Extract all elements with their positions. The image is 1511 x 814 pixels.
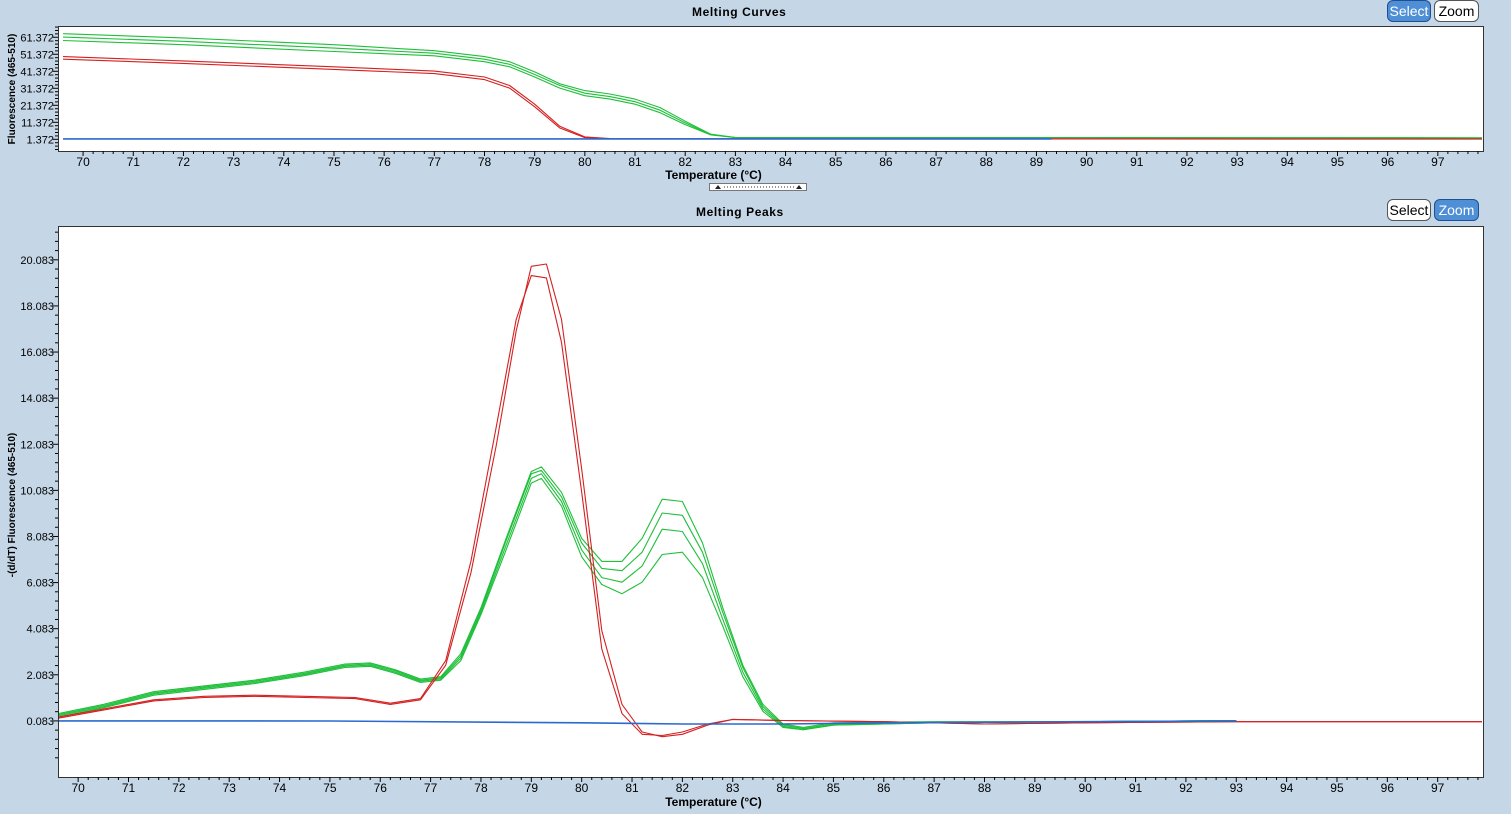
peaks-x-tick-label: 70 bbox=[71, 781, 85, 795]
peaks-x-tick-label: 90 bbox=[1079, 781, 1093, 795]
curves-x-tick-label: 79 bbox=[528, 155, 542, 169]
curves-x-tick-label: 86 bbox=[879, 155, 893, 169]
peaks-x-tick-label: 87 bbox=[927, 781, 941, 795]
peaks-x-tick-label: 77 bbox=[424, 781, 438, 795]
peaks-title: Melting Peaks bbox=[696, 205, 784, 219]
curves-x-tick-label: 77 bbox=[428, 155, 442, 169]
curves-x-axis-label: Temperature (°C) bbox=[665, 168, 762, 182]
curves-x-tick-label: 84 bbox=[779, 155, 793, 169]
curves-x-tick-label: 72 bbox=[177, 155, 191, 169]
peaks-x-tick-label: 94 bbox=[1280, 781, 1294, 795]
peaks-y-tick-label: 10.083 bbox=[20, 485, 54, 497]
curves-title: Melting Curves bbox=[692, 5, 787, 19]
peaks-x-tick-label: 83 bbox=[726, 781, 740, 795]
curves-x-tick-label: 70 bbox=[76, 155, 90, 169]
curves-x-tick-label: 91 bbox=[1130, 155, 1144, 169]
curves-x-tick-label: 90 bbox=[1080, 155, 1094, 169]
curves-x-tick-label: 88 bbox=[980, 155, 994, 169]
curves-y-tick-label: 31.372 bbox=[20, 83, 54, 95]
peaks-x-tick-label: 96 bbox=[1381, 781, 1395, 795]
curves-x-tick-label: 92 bbox=[1180, 155, 1194, 169]
curves-y-tick-label: 11.372 bbox=[21, 117, 54, 129]
peaks-x-tick-label: 92 bbox=[1179, 781, 1193, 795]
peaks-x-tick-label: 74 bbox=[273, 781, 287, 795]
curves-x-tick-label: 93 bbox=[1230, 155, 1244, 169]
peaks-x-tick-label: 95 bbox=[1330, 781, 1344, 795]
peaks-x-tick-label: 84 bbox=[776, 781, 790, 795]
peaks-series-line-green bbox=[59, 477, 1237, 731]
curves-select-button[interactable]: Select bbox=[1387, 0, 1431, 22]
splitter-up-left-icon bbox=[715, 185, 721, 189]
peaks-x-axis-label: Temperature (°C) bbox=[665, 795, 762, 809]
peaks-x-tick-label: 85 bbox=[827, 781, 841, 795]
melting-curves-chart[interactable]: 1.372 11.372 21.372 31.372 41.372 51.372 61.37… bbox=[0, 0, 1511, 200]
peaks-x-tick-label: 93 bbox=[1230, 781, 1244, 795]
peaks-x-tick-label: 91 bbox=[1129, 781, 1143, 795]
peaks-series-line-red bbox=[59, 263, 1482, 738]
curves-x-tick-label: 76 bbox=[377, 155, 391, 169]
curves-x-tick-label: 71 bbox=[127, 155, 141, 169]
curves-x-tick-label: 85 bbox=[829, 155, 843, 169]
curves-y-axis-label: Fluorescence (465-510) bbox=[7, 34, 18, 145]
peaks-y-tick-label: 2.083 bbox=[26, 670, 54, 682]
peaks-x-tick-label: 73 bbox=[223, 781, 237, 795]
peaks-series-line-blue bbox=[59, 720, 1237, 725]
peaks-x-tick-label: 75 bbox=[323, 781, 337, 795]
curves-x-tick-label: 87 bbox=[929, 155, 943, 169]
peaks-y-tick-label: 14.083 bbox=[20, 393, 54, 405]
curves-x-tick-label: 83 bbox=[729, 155, 743, 169]
peaks-y-tick-label: 6.083 bbox=[26, 578, 54, 590]
curves-x-tick-label: 74 bbox=[277, 155, 291, 169]
curves-y-tick-label: 1.372 bbox=[26, 134, 54, 146]
panel-splitter[interactable] bbox=[709, 183, 807, 191]
peaks-y-tick-label: 20.083 bbox=[20, 255, 54, 267]
peaks-x-tick-label: 79 bbox=[525, 781, 539, 795]
peaks-y-tick-label: 12.083 bbox=[20, 439, 54, 451]
peaks-x-tick-label: 78 bbox=[474, 781, 488, 795]
curves-zoom-button[interactable]: Zoom bbox=[1434, 0, 1479, 22]
peaks-x-tick-label: 81 bbox=[625, 781, 639, 795]
curves-x-tick-label: 78 bbox=[478, 155, 492, 169]
peaks-x-tick-label: 82 bbox=[676, 781, 690, 795]
curves-x-tick-label: 75 bbox=[327, 155, 341, 169]
peaks-x-tick-label: 89 bbox=[1028, 781, 1042, 795]
peaks-x-tick-label: 76 bbox=[374, 781, 388, 795]
curves-plot-area bbox=[58, 26, 1484, 152]
curves-y-tick-label: 51.372 bbox=[20, 49, 54, 61]
curves-y-tick-label: 41.372 bbox=[20, 66, 54, 78]
peaks-x-tick-label: 80 bbox=[575, 781, 589, 795]
peaks-x-tick-label: 86 bbox=[877, 781, 891, 795]
peaks-y-tick-label: 0.083 bbox=[26, 716, 54, 728]
peaks-y-tick-label: 8.083 bbox=[26, 531, 54, 543]
curves-y-tick-label: 61.372 bbox=[20, 32, 54, 44]
peaks-y-tick-label: 16.083 bbox=[20, 347, 54, 359]
curves-x-tick-label: 95 bbox=[1331, 155, 1345, 169]
peaks-y-axis-label: -(d/dT) Fluorescence (465-510) bbox=[7, 433, 18, 577]
peaks-select-button[interactable]: Select bbox=[1387, 199, 1431, 221]
peaks-zoom-button[interactable]: Zoom bbox=[1434, 199, 1479, 221]
curves-x-tick-label: 89 bbox=[1030, 155, 1044, 169]
peaks-x-tick-label: 88 bbox=[978, 781, 992, 795]
peaks-series-line-green bbox=[59, 469, 1237, 730]
peaks-plot-area bbox=[58, 226, 1484, 778]
peaks-x-tick-label: 72 bbox=[172, 781, 186, 795]
curves-x-tick-label: 73 bbox=[227, 155, 241, 169]
peaks-y-tick-label: 18.083 bbox=[20, 301, 54, 313]
curves-x-tick-label: 81 bbox=[628, 155, 642, 169]
peaks-y-tick-label: 4.083 bbox=[26, 624, 54, 636]
peaks-x-tick-label: 71 bbox=[122, 781, 136, 795]
curves-x-tick-label: 94 bbox=[1281, 155, 1295, 169]
peaks-x-tick-label: 97 bbox=[1431, 781, 1445, 795]
curves-y-tick-label: 21.372 bbox=[20, 100, 54, 112]
curves-x-tick-label: 82 bbox=[679, 155, 693, 169]
splitter-up-right-icon bbox=[796, 185, 802, 189]
curves-series-line-green bbox=[62, 39, 1482, 139]
peaks-series-line-green bbox=[59, 473, 1237, 731]
curves-x-tick-label: 80 bbox=[578, 155, 592, 169]
curves-x-tick-label: 96 bbox=[1381, 155, 1395, 169]
peaks-series-line-green bbox=[59, 466, 1237, 728]
curves-x-tick-label: 97 bbox=[1431, 155, 1445, 169]
peaks-series-line-red bbox=[59, 275, 1482, 737]
